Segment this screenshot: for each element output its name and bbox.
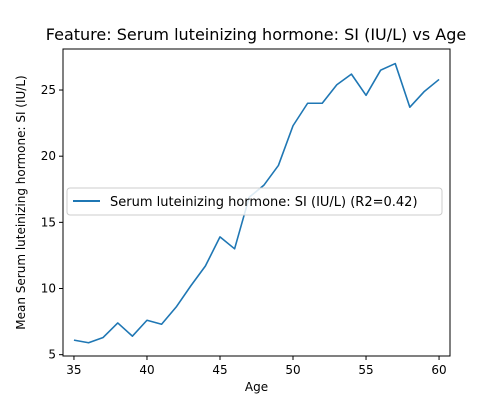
y-tick-label: 25 <box>41 83 56 97</box>
x-tick-label: 40 <box>139 363 154 377</box>
y-tick-label: 10 <box>41 282 56 296</box>
y-axis-label: Mean Serum luteinizing hormone: SI (IU/L… <box>14 75 28 329</box>
legend: Serum luteinizing hormone: SI (IU/L) (R2… <box>66 187 443 216</box>
x-tick-label: 60 <box>431 363 446 377</box>
x-tick-label: 35 <box>66 363 81 377</box>
x-tick-label: 55 <box>358 363 373 377</box>
chart-title: Feature: Serum luteinizing hormone: SI (… <box>46 25 466 44</box>
legend-box <box>66 187 443 216</box>
plot-area: 35 40 45 50 55 60 5 10 15 20 25 <box>41 48 451 377</box>
y-tick-label: 5 <box>48 348 56 362</box>
x-tick-label: 50 <box>285 363 300 377</box>
y-tick-label: 15 <box>41 215 56 229</box>
legend-entry-label: Serum luteinizing hormone: SI (IU/L) (R2… <box>110 195 418 210</box>
y-tick-label: 20 <box>41 149 56 163</box>
y-axis-ticks: 5 10 15 20 25 <box>41 83 63 362</box>
x-axis-ticks: 35 40 45 50 55 60 <box>66 356 447 377</box>
x-tick-label: 45 <box>212 363 227 377</box>
x-axis-label: Age <box>245 380 268 394</box>
plot-frame <box>62 48 451 357</box>
